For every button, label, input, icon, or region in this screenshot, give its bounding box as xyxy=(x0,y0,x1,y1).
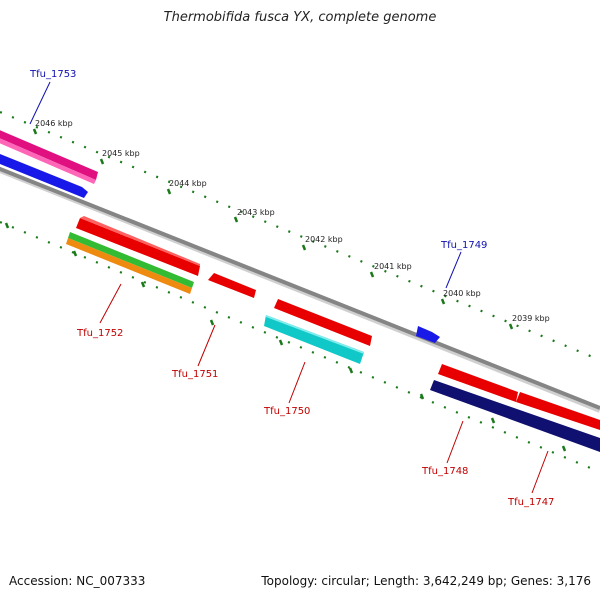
gene-feature xyxy=(430,380,600,452)
gene-feature xyxy=(68,232,194,288)
major-ticks xyxy=(32,128,514,330)
reverse-strand-features xyxy=(66,216,600,452)
outer-tick-ring xyxy=(0,110,600,362)
leader-lines xyxy=(29,81,549,494)
kbp-label: 2039 kbp xyxy=(512,314,550,323)
gene-feature xyxy=(0,154,88,198)
gene-feature xyxy=(66,238,192,294)
gene-feature xyxy=(516,392,600,430)
gene-feature xyxy=(438,364,518,402)
map-title: Thermobifida fusca YX, complete genome xyxy=(163,10,437,25)
gene-label-tfu-1749: Tfu_1749 xyxy=(440,240,487,251)
gene-feature xyxy=(76,218,200,276)
inner-major-ticks xyxy=(4,222,567,452)
kbp-label: 2041 kbp xyxy=(374,262,412,271)
gene-label-tfu-1750: Tfu_1750 xyxy=(263,406,310,417)
kbp-label: 2045 kbp xyxy=(102,149,140,158)
gene-feature xyxy=(0,130,98,180)
kbp-label: 2040 kbp xyxy=(443,289,481,298)
gene-feature xyxy=(274,299,372,346)
genome-summary-text: Topology: circular; Length: 3,642,249 bp… xyxy=(261,574,591,588)
gene-label-tfu-1753: Tfu_1753 xyxy=(29,69,76,80)
kbp-label: 2046 kbp xyxy=(35,119,73,128)
gene-feature xyxy=(416,326,440,343)
gene-feature xyxy=(264,315,364,364)
gene-label-tfu-1751: Tfu_1751 xyxy=(171,369,218,380)
kbp-label: 2042 kbp xyxy=(305,235,343,244)
gene-feature xyxy=(80,216,200,266)
kbp-label: 2044 kbp xyxy=(169,179,207,188)
accession-text: Accession: NC_007333 xyxy=(9,574,146,588)
gene-label-tfu-1747: Tfu_1747 xyxy=(507,497,554,508)
gene-label-tfu-1752: Tfu_1752 xyxy=(76,328,123,339)
gene-feature xyxy=(0,138,96,184)
genome-backbone xyxy=(0,166,600,410)
kbp-label: 2043 kbp xyxy=(237,208,275,217)
inner-tick-ring xyxy=(0,220,600,474)
gene-feature xyxy=(208,273,256,298)
forward-strand-features xyxy=(0,130,440,343)
gene-feature xyxy=(266,315,364,354)
gene-label-tfu-1748: Tfu_1748 xyxy=(421,466,468,477)
